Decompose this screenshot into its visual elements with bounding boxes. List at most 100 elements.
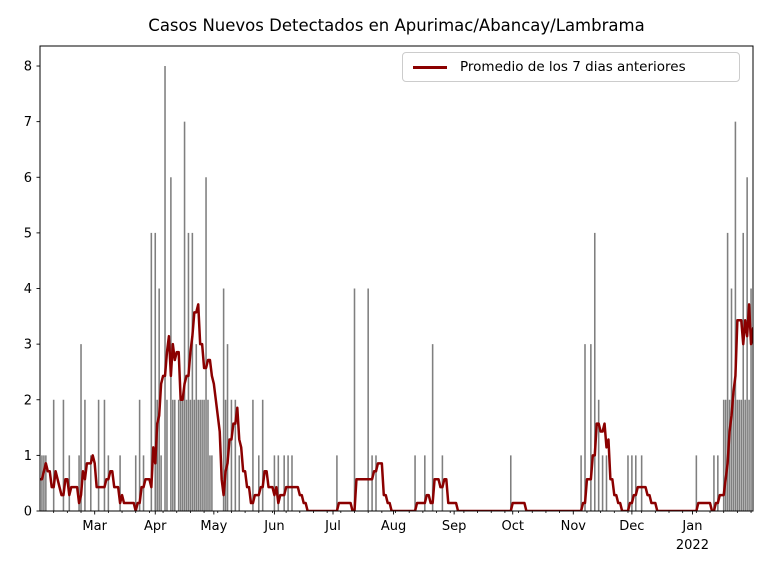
bar — [41, 455, 43, 511]
bar — [252, 399, 254, 511]
bar — [154, 232, 157, 511]
bar — [371, 455, 373, 511]
bar — [160, 455, 162, 511]
bar — [605, 455, 608, 511]
x-tick-label: Apr — [144, 519, 167, 534]
bar — [584, 344, 586, 511]
x-tick-label: Jun — [263, 519, 284, 534]
y-tick-label: 0 — [24, 505, 32, 520]
y-tick-label: 6 — [24, 171, 32, 186]
bar — [722, 399, 725, 511]
bar — [84, 399, 86, 511]
bar — [353, 288, 356, 511]
bar — [635, 455, 637, 511]
x-tick-label: Jul — [324, 519, 341, 534]
x-tick-label: Jan — [681, 519, 702, 534]
x-tick-label: Sep — [442, 519, 467, 534]
bar — [713, 455, 715, 511]
bar — [277, 455, 280, 511]
x-tick-label: Nov — [561, 519, 587, 534]
plot-border — [39, 45, 754, 512]
bar — [748, 399, 750, 511]
bar — [590, 344, 592, 511]
bar — [209, 455, 211, 511]
x-tick-label: Mar — [82, 519, 107, 534]
bar — [740, 399, 743, 511]
bar — [414, 455, 416, 511]
bar — [746, 177, 748, 511]
bar — [201, 399, 203, 511]
y-tick-label: 4 — [24, 282, 32, 297]
bar — [166, 399, 168, 511]
bar — [156, 399, 158, 511]
bar — [509, 455, 512, 511]
bar — [336, 455, 338, 511]
bar — [261, 399, 264, 511]
bar — [164, 66, 166, 511]
bar — [183, 121, 186, 511]
x-tick-label: May — [200, 519, 227, 534]
y-tick-label: 5 — [24, 226, 32, 241]
bar — [191, 232, 194, 511]
bar — [80, 344, 82, 511]
bar — [52, 399, 55, 511]
bar — [287, 455, 289, 511]
bar — [103, 399, 106, 511]
bar — [203, 399, 205, 511]
bar — [695, 455, 698, 511]
x-tick-label: Dec — [619, 519, 644, 534]
chart-title: Casos Nuevos Detectados en Apurimac/Aban… — [148, 16, 645, 35]
bar — [68, 455, 71, 511]
bar — [597, 399, 600, 511]
bar — [730, 288, 733, 511]
bar — [62, 399, 65, 511]
bar — [273, 455, 276, 511]
bar — [224, 399, 227, 511]
bar — [199, 399, 201, 511]
bar — [193, 399, 196, 511]
bar — [197, 399, 200, 511]
bar — [43, 455, 45, 511]
bar — [631, 455, 633, 511]
bar — [230, 399, 233, 511]
bar — [185, 399, 188, 511]
bar — [181, 399, 184, 511]
bar — [736, 399, 739, 511]
bar — [226, 344, 229, 511]
bar — [150, 232, 153, 511]
bar — [189, 399, 192, 511]
bar — [750, 288, 752, 511]
bar — [367, 288, 369, 511]
bar — [78, 455, 80, 511]
bar — [238, 455, 241, 511]
bar — [119, 455, 121, 511]
bar — [732, 399, 735, 511]
y-tick-label: 8 — [24, 60, 32, 75]
bar — [283, 455, 285, 511]
bar — [726, 232, 729, 511]
x-tick-label: Oct — [501, 519, 523, 534]
bar — [177, 399, 180, 511]
average-line — [40, 303, 753, 511]
x-tick-label: Aug — [381, 519, 406, 534]
y-tick-label: 3 — [24, 338, 32, 353]
bar — [174, 399, 176, 511]
bar — [627, 455, 629, 511]
bar — [258, 455, 260, 511]
bar — [738, 399, 741, 511]
bar — [172, 399, 174, 511]
bar — [734, 121, 737, 511]
bar — [724, 399, 727, 511]
y-tick-label: 7 — [24, 115, 32, 130]
bar — [234, 399, 237, 511]
bar — [138, 399, 141, 511]
bar — [375, 455, 377, 511]
bar — [205, 177, 207, 511]
legend-label: Promedio de los 7 dias anteriores — [460, 59, 686, 75]
bar — [728, 399, 731, 511]
bar — [207, 399, 209, 511]
bar — [593, 232, 596, 511]
bar — [97, 399, 100, 511]
bar — [580, 455, 582, 511]
